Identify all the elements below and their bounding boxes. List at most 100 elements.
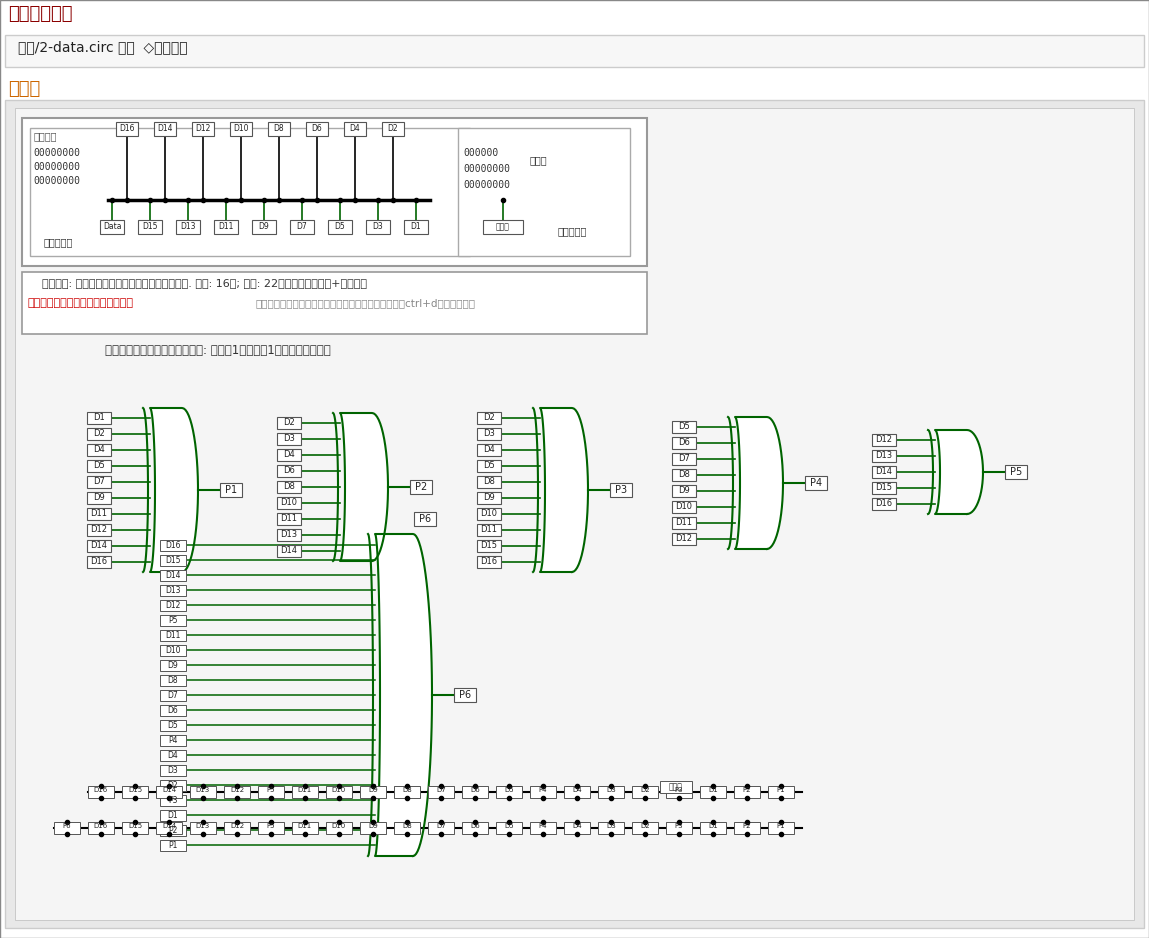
- Text: 00000000: 00000000: [463, 164, 510, 174]
- Text: D9: D9: [368, 823, 378, 829]
- Text: D14: D14: [162, 787, 176, 793]
- Bar: [872, 434, 896, 446]
- Text: 原始数据: 原始数据: [34, 131, 57, 141]
- Bar: [160, 840, 186, 851]
- Text: D16: D16: [94, 787, 108, 793]
- Text: D16: D16: [91, 557, 108, 566]
- Text: 000000: 000000: [463, 148, 499, 158]
- Bar: [477, 492, 501, 504]
- Bar: [156, 822, 182, 834]
- Bar: [259, 822, 284, 834]
- Text: D13: D13: [180, 222, 195, 231]
- Text: 电路文件所在: 电路文件所在: [8, 5, 72, 23]
- Text: D16: D16: [165, 541, 180, 550]
- Bar: [138, 220, 162, 234]
- Bar: [326, 786, 352, 798]
- Text: D4: D4: [572, 823, 581, 829]
- Text: D2: D2: [640, 787, 650, 793]
- Text: P3: P3: [674, 823, 684, 829]
- Bar: [404, 220, 427, 234]
- Text: D9: D9: [93, 493, 105, 502]
- Text: D6: D6: [678, 438, 689, 447]
- Bar: [230, 122, 252, 136]
- Bar: [805, 476, 827, 490]
- Bar: [160, 765, 186, 776]
- Text: D5: D5: [334, 222, 346, 231]
- Bar: [462, 822, 488, 834]
- Bar: [564, 786, 589, 798]
- Text: D12: D12: [195, 124, 210, 133]
- Bar: [306, 122, 327, 136]
- Polygon shape: [540, 408, 588, 572]
- Text: D11: D11: [91, 509, 108, 518]
- Bar: [22, 118, 647, 266]
- Text: P4: P4: [168, 736, 178, 745]
- Bar: [458, 128, 630, 256]
- Text: D10: D10: [165, 646, 180, 655]
- Bar: [734, 822, 759, 834]
- Text: D1: D1: [93, 413, 105, 422]
- Text: D12: D12: [676, 534, 693, 543]
- Bar: [477, 476, 501, 488]
- Text: D11: D11: [165, 631, 180, 640]
- Bar: [394, 786, 421, 798]
- Text: D2: D2: [93, 429, 105, 438]
- Text: 输出引脚区: 输出引脚区: [558, 226, 587, 236]
- Bar: [672, 517, 696, 529]
- Text: D2: D2: [483, 413, 495, 422]
- Bar: [87, 412, 111, 424]
- Bar: [277, 529, 301, 541]
- Bar: [632, 786, 658, 798]
- Bar: [87, 444, 111, 456]
- Text: D8: D8: [168, 676, 178, 685]
- Text: D2: D2: [283, 418, 295, 427]
- Bar: [344, 122, 367, 136]
- Bar: [564, 822, 589, 834]
- Text: P1: P1: [777, 823, 785, 829]
- Bar: [154, 122, 176, 136]
- Text: 00000000: 00000000: [33, 162, 80, 172]
- Bar: [477, 460, 501, 472]
- Bar: [116, 122, 138, 136]
- Bar: [367, 220, 390, 234]
- Bar: [160, 735, 186, 746]
- Bar: [872, 482, 896, 494]
- Text: D3: D3: [283, 434, 295, 443]
- Bar: [277, 481, 301, 493]
- Bar: [160, 555, 186, 566]
- Text: D1: D1: [168, 811, 178, 820]
- Bar: [597, 786, 624, 798]
- Bar: [483, 220, 523, 234]
- Text: D12: D12: [165, 601, 180, 610]
- Bar: [672, 453, 696, 465]
- Text: D6: D6: [311, 124, 323, 133]
- Bar: [666, 786, 692, 798]
- Bar: [160, 780, 186, 791]
- Bar: [277, 417, 301, 429]
- Text: D4: D4: [93, 445, 105, 454]
- Bar: [160, 750, 186, 761]
- Bar: [5, 100, 1144, 928]
- Text: P6: P6: [458, 690, 471, 700]
- Bar: [326, 822, 352, 834]
- Bar: [427, 786, 454, 798]
- Text: D6: D6: [168, 706, 178, 715]
- Text: 注意异或门需要设置多输入行为: 奇数个1时输出为1，否则功能不正确: 注意异或门需要设置多输入行为: 奇数个1时输出为1，否则功能不正确: [105, 344, 331, 357]
- Bar: [768, 822, 794, 834]
- Text: P5: P5: [168, 616, 178, 625]
- Bar: [224, 822, 250, 834]
- Bar: [87, 540, 111, 552]
- Text: D2: D2: [640, 823, 650, 829]
- Bar: [454, 688, 476, 702]
- Bar: [160, 585, 186, 596]
- Text: D10: D10: [280, 498, 298, 507]
- Text: D2: D2: [168, 781, 178, 790]
- Bar: [277, 433, 301, 445]
- Text: D14: D14: [165, 571, 180, 580]
- Text: 海明码: 海明码: [496, 222, 510, 231]
- Text: D4: D4: [572, 787, 581, 793]
- Bar: [87, 508, 111, 520]
- Bar: [872, 466, 896, 478]
- Text: D2: D2: [387, 124, 399, 133]
- Text: D14: D14: [876, 467, 893, 476]
